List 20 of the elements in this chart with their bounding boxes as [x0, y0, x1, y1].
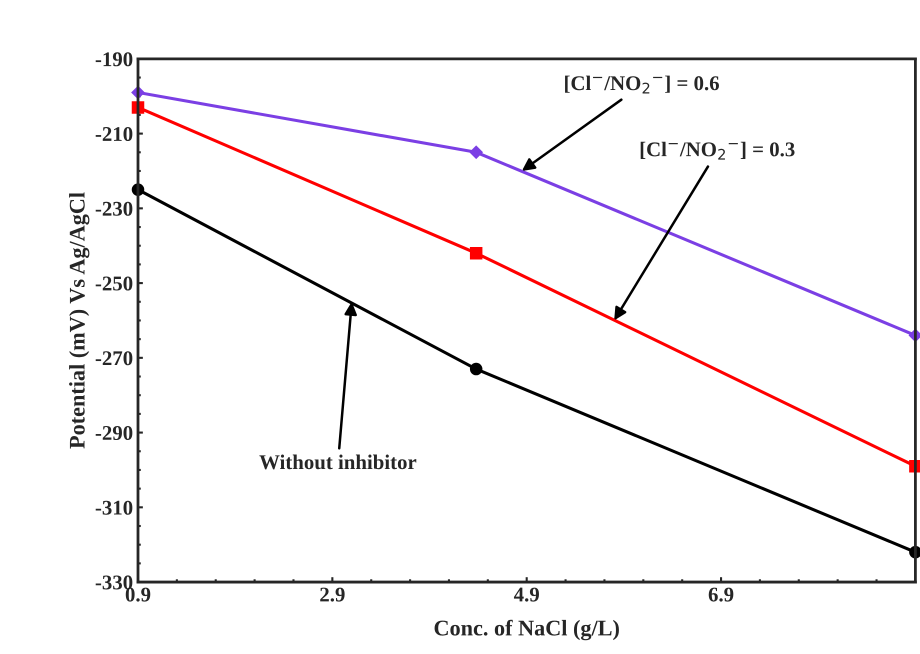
annotation: [Cl$^{−}$/NO$_{2}$$^{−}$] = 0.6 [565, 76, 719, 94]
point [470, 246, 482, 260]
y-tick-label: -330 [96, 575, 132, 590]
y-tick-label: -190 [96, 52, 132, 66]
y-tick-label: -270 [96, 351, 132, 366]
y-tick-label: -230 [96, 202, 132, 216]
x-tick-label: 4.9 [514, 588, 539, 602]
x-axis-title: Conc. of NaCl (g/L) [434, 620, 619, 640]
y-tick-label: -250 [96, 276, 132, 291]
y-tick-label: -290 [96, 426, 132, 440]
annotation: Without inhibitor [259, 454, 416, 470]
y-tick-label: -210 [96, 126, 132, 142]
point [470, 146, 483, 159]
point [470, 362, 482, 376]
x-tick-label: 2.9 [320, 588, 345, 602]
annotation: [Cl$^{−}$/NO$_{2}$$^{−}$] = 0.3 [640, 142, 795, 160]
y-tick-label: -310 [96, 500, 132, 515]
y-axis-title: Potential (mV) Vs Ag/AgCl [69, 192, 90, 449]
x-tick-label: 6.9 [708, 588, 734, 602]
x-tick-label: 0.9 [126, 588, 150, 602]
